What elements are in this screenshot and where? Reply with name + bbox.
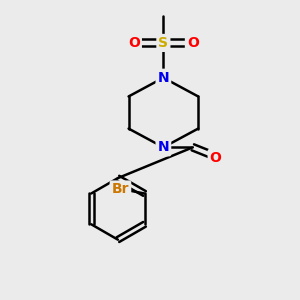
Text: O: O bbox=[128, 36, 140, 50]
Text: N: N bbox=[158, 140, 169, 154]
Text: S: S bbox=[158, 36, 168, 50]
Text: O: O bbox=[187, 36, 199, 50]
Text: Br: Br bbox=[112, 182, 129, 197]
Text: N: N bbox=[158, 71, 169, 85]
Text: O: O bbox=[210, 151, 221, 165]
